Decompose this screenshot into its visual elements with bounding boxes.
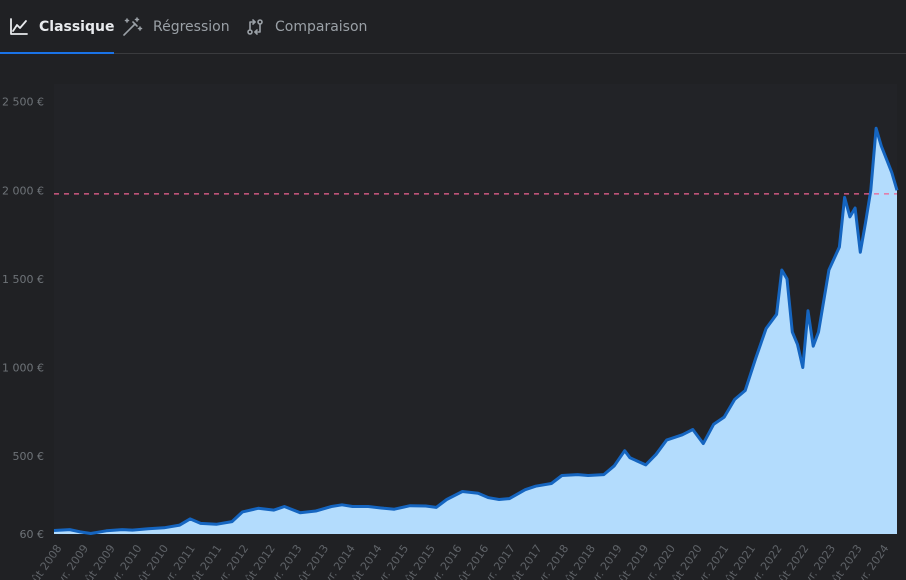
chart-panel: 60 €500 €1 000 €1 500 €2 000 €2 500 € oût… xyxy=(0,54,906,580)
tab-comparaison-label: Comparaison xyxy=(275,18,368,35)
tab-comparaison[interactable]: Comparaison xyxy=(245,0,367,53)
y-tick-label: 1 500 € xyxy=(2,273,44,286)
price-line xyxy=(53,126,899,535)
y-tick-label: 2 000 € xyxy=(2,184,44,197)
chart-mode-tabs: Classique Régression xyxy=(0,0,906,54)
magic-wand-icon xyxy=(121,16,143,38)
price-area-fill xyxy=(54,128,897,535)
y-tick-label: 500 € xyxy=(13,450,45,463)
active-tab-indicator xyxy=(0,52,114,54)
tab-classique[interactable]: Classique xyxy=(0,0,115,54)
y-tick-label: 2 500 € xyxy=(2,96,44,109)
tab-classique-label: Classique xyxy=(39,18,115,35)
compare-arrows-icon xyxy=(245,17,265,37)
line-chart-icon xyxy=(9,17,29,37)
tab-regression[interactable]: Régression xyxy=(121,0,230,53)
price-area-chart[interactable]: 60 €500 €1 000 €1 500 €2 000 €2 500 €oût… xyxy=(0,54,906,580)
tab-regression-label: Régression xyxy=(153,18,230,35)
y-tick-label: 60 € xyxy=(20,528,45,541)
y-tick-label: 1 000 € xyxy=(2,361,44,374)
